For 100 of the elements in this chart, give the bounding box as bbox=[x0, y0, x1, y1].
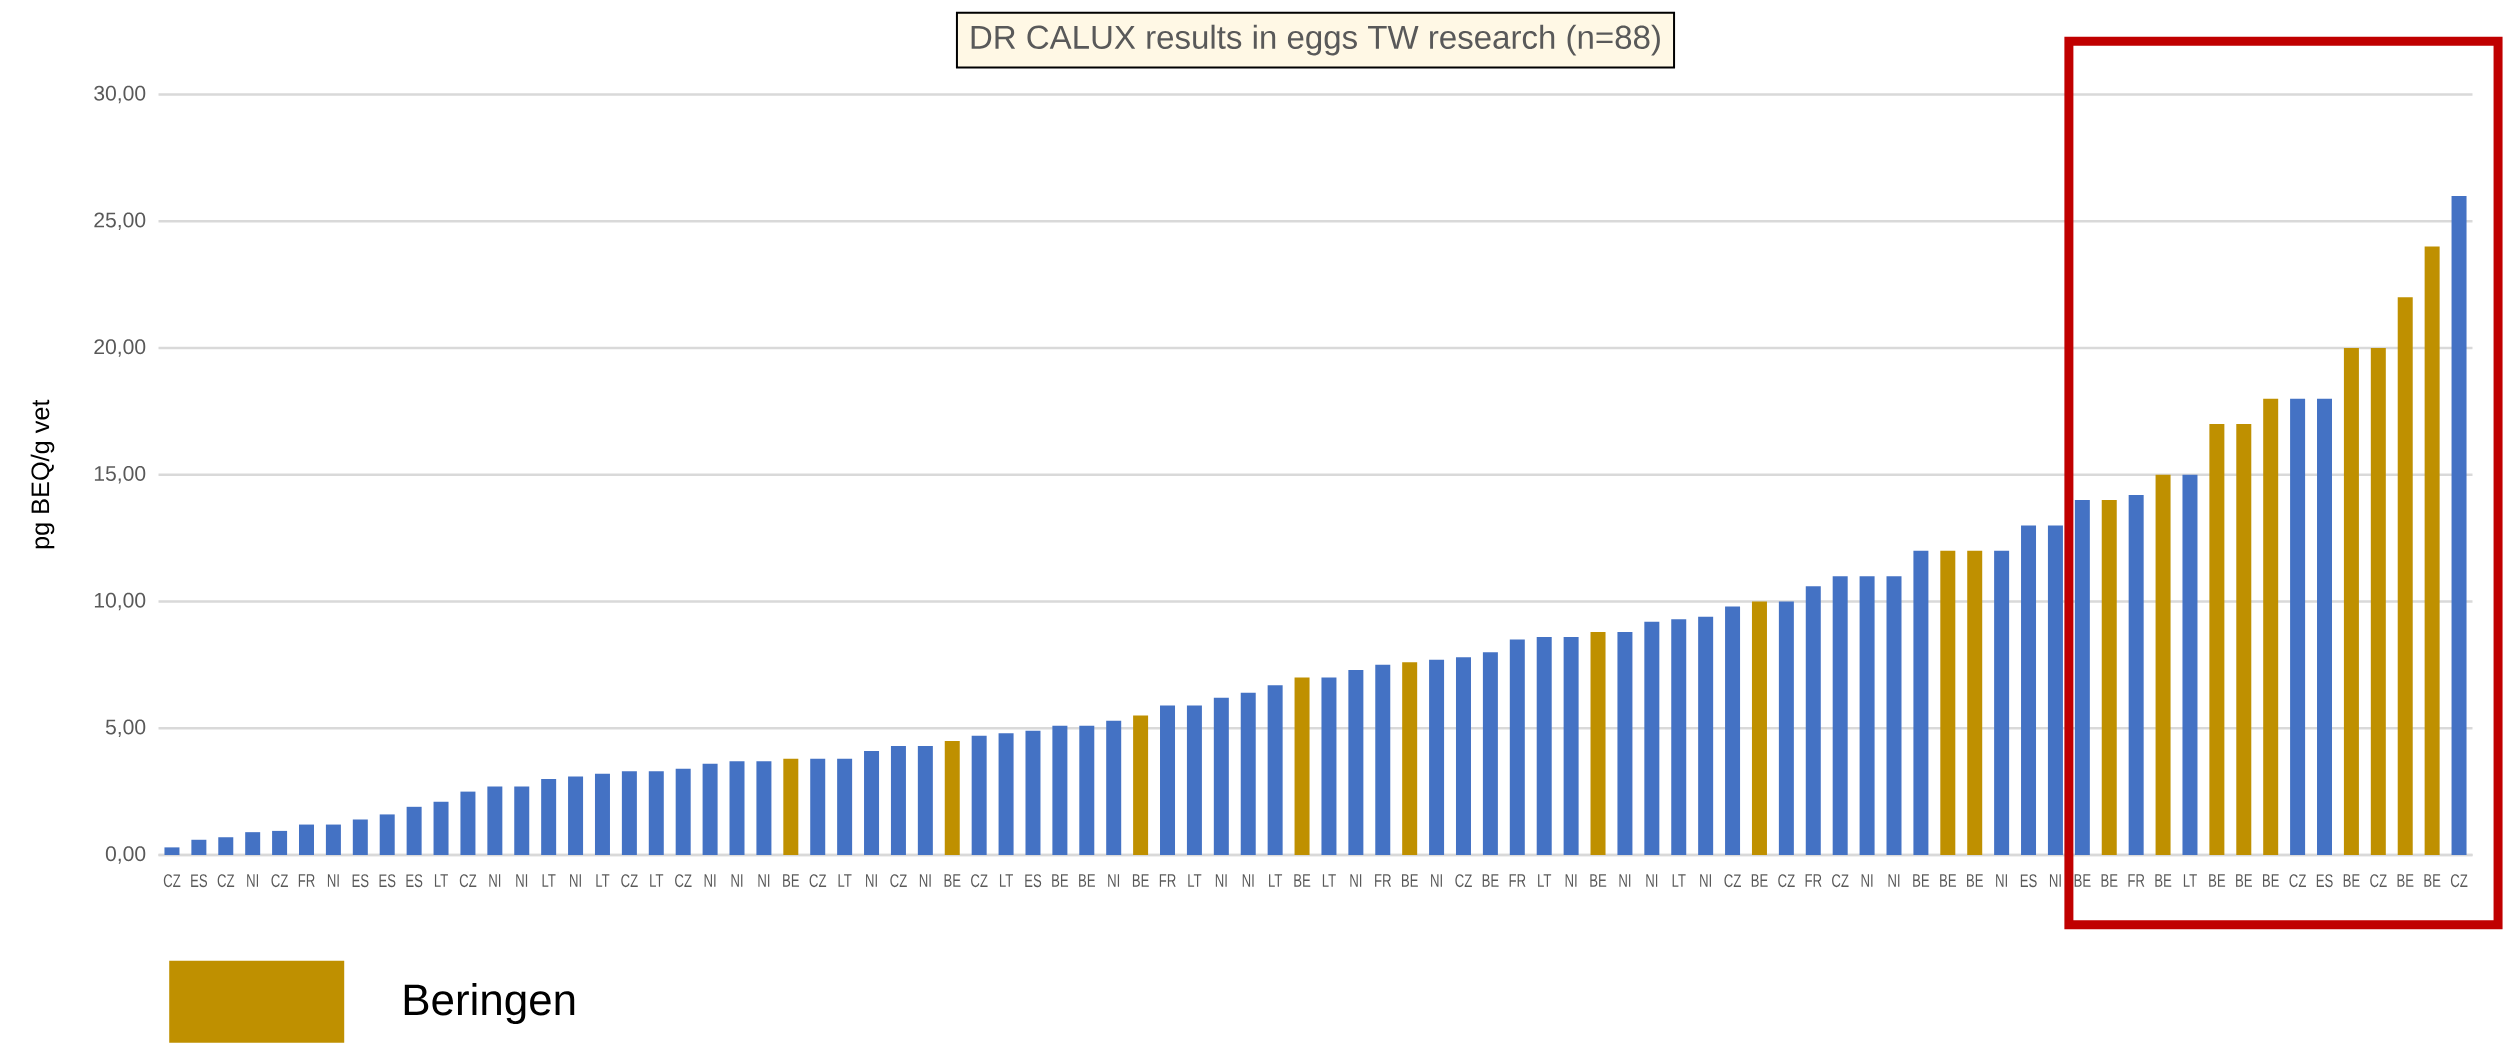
bar bbox=[2155, 474, 2171, 855]
x-tick-label: NI bbox=[731, 874, 743, 887]
x-tick-label: FR bbox=[298, 874, 315, 887]
y-tick-label: 15,00 bbox=[94, 466, 146, 484]
x-tick-label: BE bbox=[1590, 874, 1607, 887]
bar bbox=[299, 824, 314, 855]
x-tick-label: LT bbox=[542, 874, 556, 887]
x-tick-label: LT bbox=[434, 874, 448, 887]
x-tick-label: BE bbox=[1132, 874, 1149, 887]
bar bbox=[1348, 669, 1364, 855]
bar bbox=[272, 830, 288, 855]
x-tick-label: ES bbox=[352, 874, 369, 888]
bar bbox=[1482, 652, 1498, 855]
bar bbox=[1321, 677, 1337, 855]
x-tick-label: FR bbox=[1805, 874, 1822, 887]
x-tick-label: CZ bbox=[1832, 874, 1849, 888]
x-tick-label: BE bbox=[1079, 874, 1096, 887]
bar bbox=[1644, 621, 1660, 855]
bar bbox=[1913, 550, 1929, 855]
bar bbox=[917, 745, 933, 855]
bar bbox=[541, 778, 557, 855]
x-tick-label: LT bbox=[650, 874, 664, 887]
x-tick-label: CZ bbox=[163, 874, 181, 888]
x-tick-label: ES bbox=[2020, 874, 2037, 888]
bar bbox=[2290, 398, 2306, 855]
x-tick-label: BE bbox=[1402, 874, 1418, 887]
x-tick-label: CZ bbox=[890, 874, 907, 888]
bar bbox=[783, 758, 799, 855]
x-tick-label: BE bbox=[2074, 874, 2091, 887]
bar bbox=[1859, 576, 1875, 855]
bar bbox=[2451, 195, 2467, 855]
bar bbox=[756, 761, 772, 855]
bar bbox=[1698, 616, 1714, 855]
x-tick-label: BE bbox=[2424, 874, 2441, 887]
x-tick-label: LT bbox=[1188, 874, 1202, 887]
x-tick-label: NI bbox=[1350, 874, 1362, 887]
bar bbox=[621, 771, 637, 855]
x-tick-label: BE bbox=[1294, 874, 1311, 887]
bar bbox=[648, 771, 664, 855]
x-tick-label: LT bbox=[1672, 874, 1686, 887]
bar bbox=[890, 745, 906, 855]
x-tick-label: CZ bbox=[1455, 874, 1472, 888]
x-tick-label: ES bbox=[406, 874, 423, 888]
x-tick-label: BE bbox=[1482, 874, 1499, 887]
x-tick-label: ES bbox=[2316, 874, 2333, 888]
bar bbox=[460, 791, 476, 855]
x-tick-label: CZ bbox=[2450, 874, 2468, 888]
x-tick-label: NI bbox=[1888, 874, 1900, 887]
x-tick-label: CZ bbox=[217, 874, 235, 888]
bar bbox=[433, 801, 449, 855]
bar bbox=[1455, 657, 1471, 855]
bar bbox=[2317, 398, 2332, 855]
y-tick-label: 25,00 bbox=[94, 212, 146, 230]
bar bbox=[1671, 619, 1687, 855]
x-tick-label: FR bbox=[2128, 874, 2145, 887]
bar bbox=[2021, 525, 2037, 855]
bar bbox=[702, 763, 718, 855]
x-tick-label: NI bbox=[1565, 874, 1577, 887]
bar bbox=[1106, 720, 1122, 855]
x-tick-label: NI bbox=[1996, 874, 2007, 887]
x-tick-label: CZ bbox=[1724, 874, 1741, 888]
x-tick-label: LT bbox=[1538, 874, 1552, 887]
x-tick-label: BE bbox=[1967, 874, 1983, 887]
x-tick-label: BE bbox=[944, 874, 961, 887]
bar bbox=[2236, 424, 2252, 855]
bar bbox=[568, 776, 584, 855]
bar bbox=[1294, 677, 1310, 855]
x-tick-label: BE bbox=[2155, 874, 2172, 887]
bar bbox=[1751, 601, 1767, 855]
x-tick-label: ES bbox=[191, 874, 208, 888]
x-tick-label: CZ bbox=[2289, 874, 2306, 888]
bar bbox=[1052, 725, 1068, 855]
bar bbox=[1563, 636, 1579, 855]
x-tick-label: BE bbox=[1940, 874, 1957, 887]
x-tick-label: CZ bbox=[2370, 874, 2387, 888]
bar bbox=[1590, 631, 1606, 855]
bar bbox=[864, 751, 880, 855]
bar bbox=[2343, 347, 2359, 855]
bar bbox=[998, 733, 1014, 855]
bar bbox=[810, 758, 826, 855]
x-tick-label: NI bbox=[704, 874, 716, 887]
x-tick-label: NI bbox=[570, 874, 581, 887]
bar bbox=[944, 740, 960, 855]
x-tick-label: NI bbox=[1700, 874, 1711, 887]
bar bbox=[2101, 500, 2117, 855]
x-tick-label: NI bbox=[1431, 874, 1442, 887]
x-tick-label: BE bbox=[783, 874, 800, 887]
x-tick-label: FR bbox=[1509, 874, 1526, 887]
x-tick-label: NI bbox=[919, 874, 931, 887]
bar bbox=[1940, 550, 1956, 855]
bar bbox=[1994, 550, 2010, 855]
x-tick-label: BE bbox=[2209, 874, 2226, 887]
bar bbox=[675, 768, 691, 855]
bar bbox=[406, 806, 422, 855]
bar bbox=[2209, 424, 2225, 855]
x-tick-label: CZ bbox=[809, 874, 827, 888]
chart-title: DR CALUX results in eggs TW research (n=88) bbox=[971, 24, 1660, 56]
x-tick-label: CZ bbox=[675, 874, 692, 888]
x-tick-label: BE bbox=[1751, 874, 1768, 887]
x-tick-label: NI bbox=[489, 874, 501, 887]
